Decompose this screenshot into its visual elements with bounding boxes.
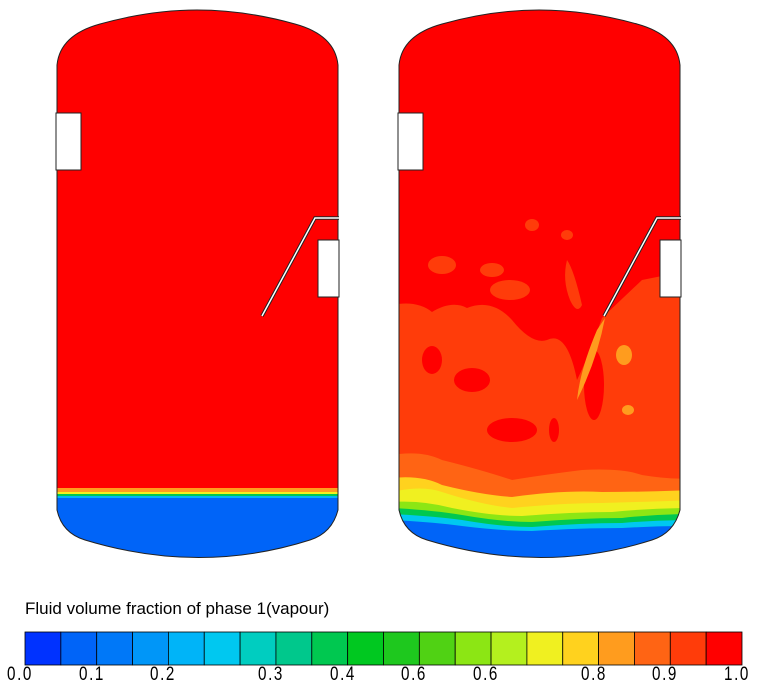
colorbar-swatch: [705, 631, 743, 666]
left-nozzle-cutout: [397, 112, 424, 171]
bubble-patch: [525, 219, 539, 231]
right-nozzle-cutout: [659, 239, 682, 298]
vapour-region: [57, 10, 338, 558]
colorbar-tick-label: 0.9: [652, 664, 679, 685]
colorbar-tick-label: 0.4: [329, 664, 356, 685]
colorbar-swatch: [203, 631, 241, 666]
bubble-patch: [428, 256, 456, 274]
vapour-pocket: [422, 346, 442, 374]
interface-band-green: [57, 494, 338, 496]
colorbar-swatch: [275, 631, 313, 666]
colorbar-swatch: [383, 631, 420, 666]
colorbar-title: Fluid volume fraction of phase 1(vapour): [25, 599, 330, 618]
colorbar-tick-label: 0.8: [580, 664, 607, 685]
colorbar-tick-label: 0.2: [150, 664, 177, 685]
colorbar-swatch: [526, 631, 564, 666]
right-nozzle-cutout: [317, 239, 340, 298]
liquid-region: [399, 520, 680, 558]
bubble-patch: [616, 345, 632, 365]
colorbar-swatch: [24, 631, 62, 666]
colorbar-swatch: [311, 631, 349, 666]
colorbar-tick-label: 0.3: [257, 664, 284, 685]
jet-plume: [577, 318, 605, 400]
bubble-patch: [490, 280, 530, 300]
vapour-pocket: [487, 418, 537, 442]
vapour-pocket: [549, 418, 559, 442]
colorbar-tick-label: 0.6: [401, 664, 428, 685]
colorbar-swatch: [96, 631, 133, 666]
colorbar-swatch: [132, 631, 169, 666]
colorbar-swatch: [167, 631, 205, 666]
colorbar-swatch: [347, 631, 384, 666]
vessel-right-panel: [397, 9, 682, 558]
colorbar-swatch: [490, 631, 528, 666]
colorbar-tick-label: 0.1: [78, 664, 105, 685]
colorbar-swatch: [634, 631, 671, 666]
interface-band-orange: [57, 488, 338, 492]
colorbar-tick-label: 0.6: [473, 664, 500, 685]
colorbar-swatch: [454, 631, 492, 666]
bubble-patch: [565, 260, 582, 309]
left-nozzle-cutout: [55, 112, 82, 171]
vapour-pocket: [454, 368, 490, 392]
colorbar-swatch: [598, 631, 635, 666]
liquid-region: [57, 498, 338, 558]
colorbar-swatch: [239, 631, 277, 666]
bubble-patch: [622, 405, 634, 415]
colorbar-swatch: [418, 631, 456, 666]
colorbar-swatch: [562, 631, 599, 666]
colorbar: [24, 631, 743, 666]
interface-band-yellow: [57, 492, 338, 494]
colorbar-tick-label: 1.0: [724, 664, 750, 685]
bubble-patch: [480, 263, 504, 277]
interface-band-cyan: [57, 496, 338, 498]
bubble-patch: [561, 230, 573, 240]
colorbar-swatch: [669, 631, 707, 666]
colorbar-swatch: [60, 631, 98, 666]
vessel-left-panel: [55, 9, 340, 558]
colorbar-tick-label: 0.0: [7, 664, 33, 685]
